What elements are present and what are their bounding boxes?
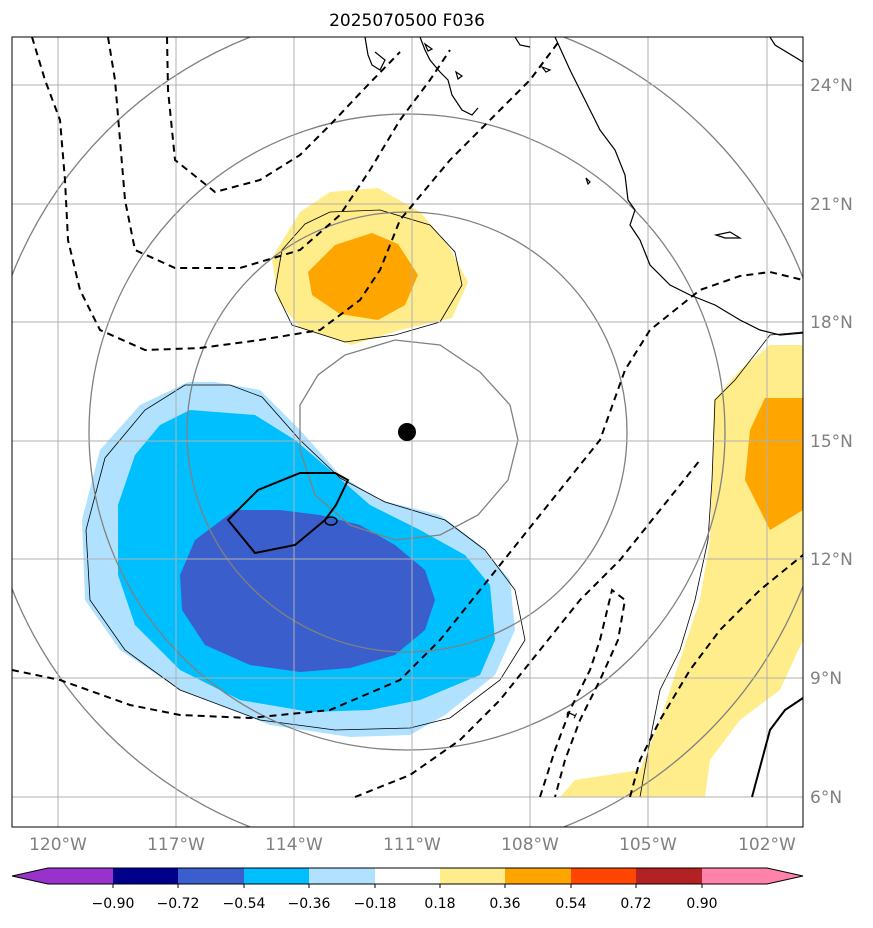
lon-label: 117°W bbox=[147, 835, 205, 855]
lon-label: 114°W bbox=[265, 835, 323, 855]
colorbar-segment bbox=[309, 868, 375, 884]
colorbar-tick-label: 0.36 bbox=[489, 896, 520, 912]
solid-contour-small bbox=[324, 516, 338, 526]
solid-contour bbox=[226, 472, 350, 555]
lat-label: 6°N bbox=[810, 788, 842, 808]
graticule bbox=[12, 37, 803, 827]
positive-anomaly-east-light bbox=[560, 345, 803, 797]
colorbar-segment bbox=[636, 868, 702, 884]
lon-label: 102°W bbox=[738, 835, 796, 855]
lon-label: 108°W bbox=[501, 835, 559, 855]
lon-label: 111°W bbox=[383, 835, 441, 855]
colorbar-segment bbox=[440, 868, 505, 884]
colorbar-segment bbox=[505, 868, 571, 884]
colorbar-tick-label: 0.72 bbox=[620, 896, 651, 912]
positive-anomaly-east-mid bbox=[745, 398, 803, 530]
colorbar: −0.90 −0.72 −0.54 −0.36 −0.18 0.18 0.36 … bbox=[11, 867, 804, 912]
colorbar-segment bbox=[113, 868, 178, 884]
colorbar-segment bbox=[571, 868, 636, 884]
colorbar-tick-label: 0.90 bbox=[686, 896, 717, 912]
gray-range-rings bbox=[12, 37, 803, 827]
negative-anomaly-dark bbox=[180, 510, 435, 672]
lat-label: 18°N bbox=[810, 313, 853, 333]
thin-contour-north bbox=[274, 209, 463, 343]
lon-label: 120°W bbox=[29, 835, 87, 855]
lon-label: 105°W bbox=[619, 835, 677, 855]
lat-label: 21°N bbox=[810, 195, 853, 215]
map-title: 2025070500 F036 bbox=[329, 11, 485, 31]
positive-anomaly-north-mid bbox=[308, 233, 418, 320]
dashed-contours bbox=[12, 37, 803, 798]
colorbar-tick-label: −0.36 bbox=[288, 896, 331, 912]
colorbar-tick-label: −0.72 bbox=[157, 896, 200, 912]
map-area: 1 bbox=[12, 37, 803, 827]
thin-contour-east bbox=[639, 331, 803, 798]
colorbar-outline bbox=[11, 867, 804, 885]
colorbar-segment bbox=[48, 868, 113, 884]
colorbar-tick-label: −0.90 bbox=[92, 896, 135, 912]
thin-contour-negative bbox=[85, 384, 526, 731]
colorbar-segment bbox=[702, 868, 767, 884]
lat-label: 15°N bbox=[810, 432, 853, 452]
storm-center-marker bbox=[398, 423, 416, 441]
colorbar-segment bbox=[244, 868, 309, 884]
longitude-labels: 120°W 117°W 114°W 111°W 108°W 105°W 102°… bbox=[29, 835, 796, 855]
colorbar-segment bbox=[375, 868, 440, 884]
latitude-labels: 24°N 21°N 18°N 15°N 12°N 9°N 6°N bbox=[810, 76, 853, 808]
colorbar-tick-label: −0.18 bbox=[354, 896, 397, 912]
lat-label: 24°N bbox=[810, 76, 853, 96]
lat-label: 9°N bbox=[810, 669, 842, 689]
colorbar-extend-low bbox=[12, 868, 48, 884]
map-frame bbox=[11, 36, 804, 828]
colorbar-segment bbox=[178, 868, 244, 884]
coastline bbox=[364, 37, 803, 336]
colorbar-tick-label: −0.54 bbox=[223, 896, 266, 912]
colorbar-tick-label: 0.18 bbox=[424, 896, 455, 912]
colorbar-tick-label: 0.54 bbox=[555, 896, 586, 912]
lat-label: 12°N bbox=[810, 550, 853, 570]
solid-contour-southeast bbox=[751, 697, 803, 798]
colorbar-extend-high bbox=[767, 868, 803, 884]
